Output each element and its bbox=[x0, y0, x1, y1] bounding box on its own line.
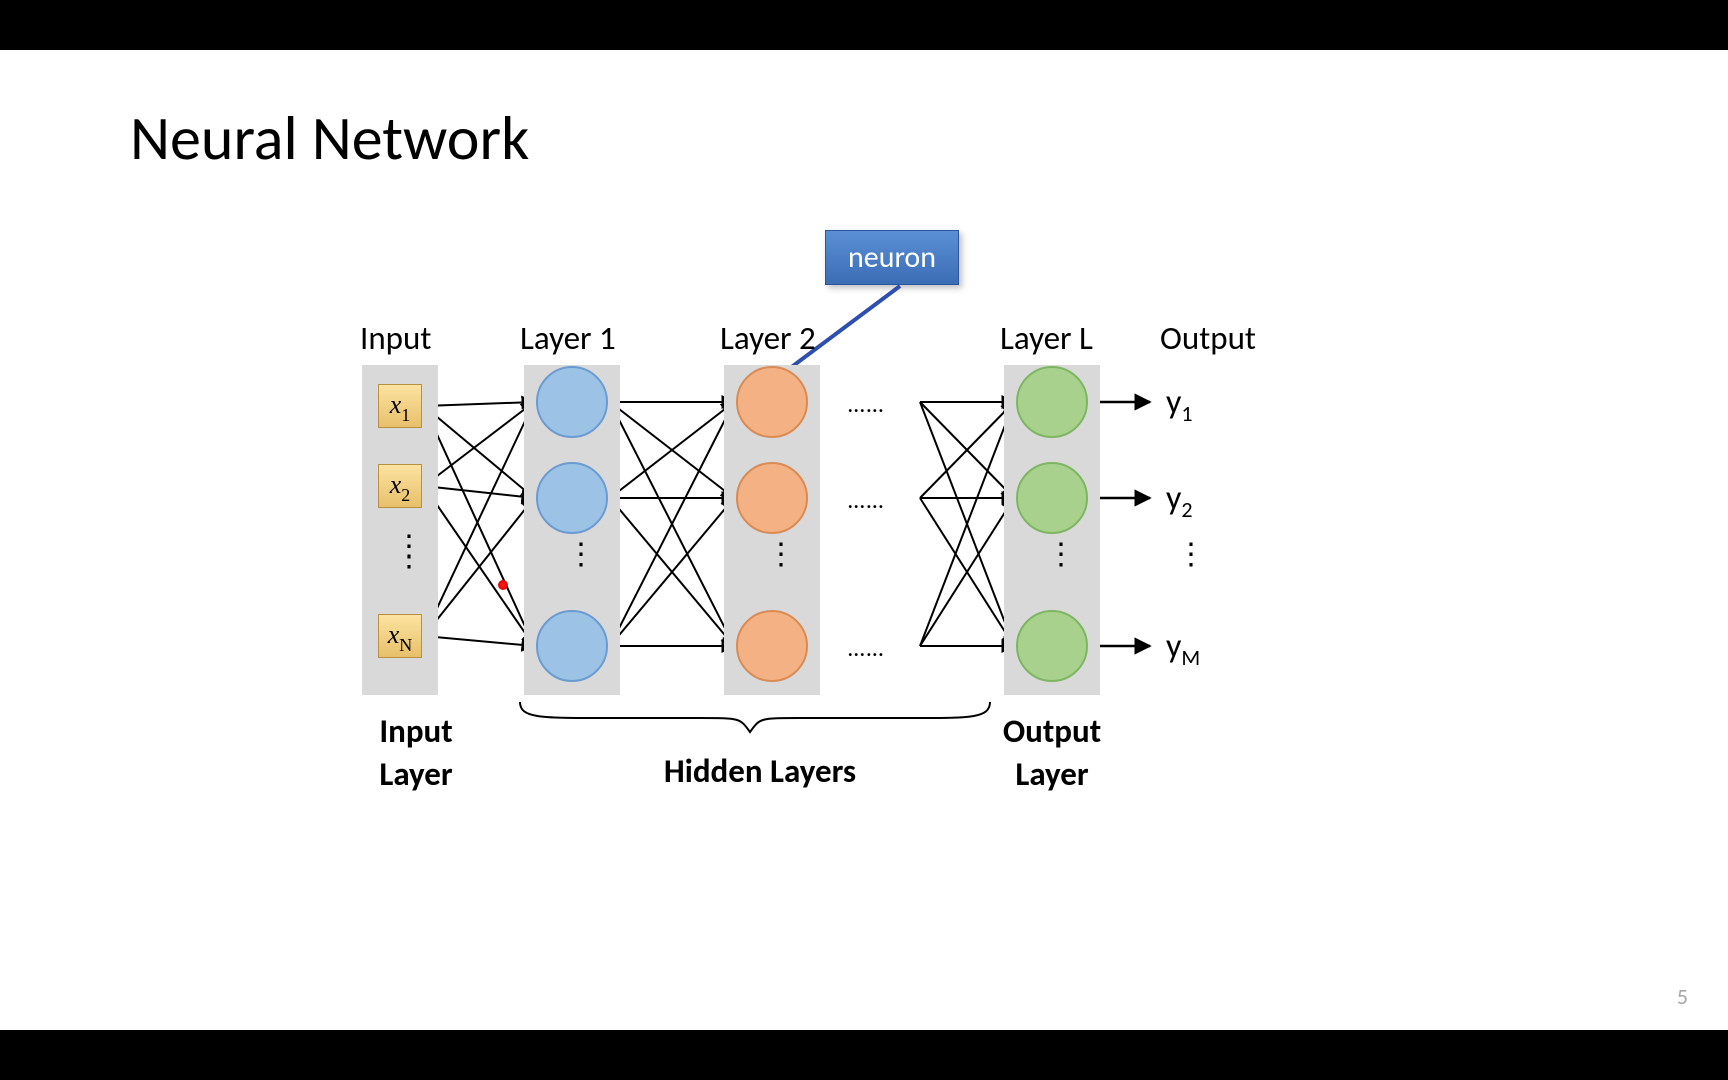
layer2-neuron bbox=[736, 462, 808, 534]
output-y2: y2 bbox=[1166, 478, 1193, 523]
input-x2: x2 bbox=[378, 464, 422, 508]
layer2-neuron bbox=[736, 610, 808, 682]
hdots-row1: …… bbox=[848, 390, 885, 419]
bottom-label-input: InputLayer bbox=[356, 710, 476, 796]
layer1-vdots: ⋮ bbox=[566, 550, 596, 560]
col-label-layer2: Layer 2 bbox=[720, 318, 816, 358]
layerL-vdots: ⋮ bbox=[1046, 550, 1076, 560]
input-x1: x1 bbox=[378, 384, 422, 428]
layer1-neuron bbox=[536, 610, 608, 682]
layer1-neuron bbox=[536, 366, 608, 438]
bottom-label-hidden: Hidden Layers bbox=[620, 750, 900, 793]
hdots-row3: …… bbox=[848, 634, 885, 663]
page-number: 5 bbox=[1677, 983, 1688, 1010]
output-ym: yM bbox=[1166, 626, 1200, 671]
edges-svg bbox=[350, 270, 1450, 890]
slide-title: Neural Network bbox=[130, 100, 529, 176]
nn-diagram: neuron bbox=[350, 270, 1450, 890]
hdots-row2: …… bbox=[848, 486, 885, 515]
col-label-layerL: Layer L bbox=[1000, 318, 1093, 358]
bottom-label-output: OutputLayer bbox=[982, 710, 1122, 796]
layer2-vdots: ⋮ bbox=[766, 550, 796, 560]
col-label-output: Output bbox=[1160, 318, 1256, 358]
slide: Neural Network 5 neuron bbox=[0, 50, 1728, 1030]
layerL-neuron bbox=[1016, 610, 1088, 682]
layer1-neuron bbox=[536, 462, 608, 534]
input-vdots: ⋮⋮ bbox=[394, 542, 424, 562]
layer2-neuron bbox=[736, 366, 808, 438]
hidden-brace bbox=[520, 702, 990, 732]
input-xn: xN bbox=[378, 614, 422, 658]
laser-pointer bbox=[498, 580, 508, 590]
output-vdots: ⋮ bbox=[1176, 550, 1206, 560]
col-label-layer1: Layer 1 bbox=[520, 318, 616, 358]
col-label-input: Input bbox=[360, 318, 431, 358]
layerL-neuron bbox=[1016, 462, 1088, 534]
layerL-neuron bbox=[1016, 366, 1088, 438]
output-y1: y1 bbox=[1166, 382, 1193, 427]
